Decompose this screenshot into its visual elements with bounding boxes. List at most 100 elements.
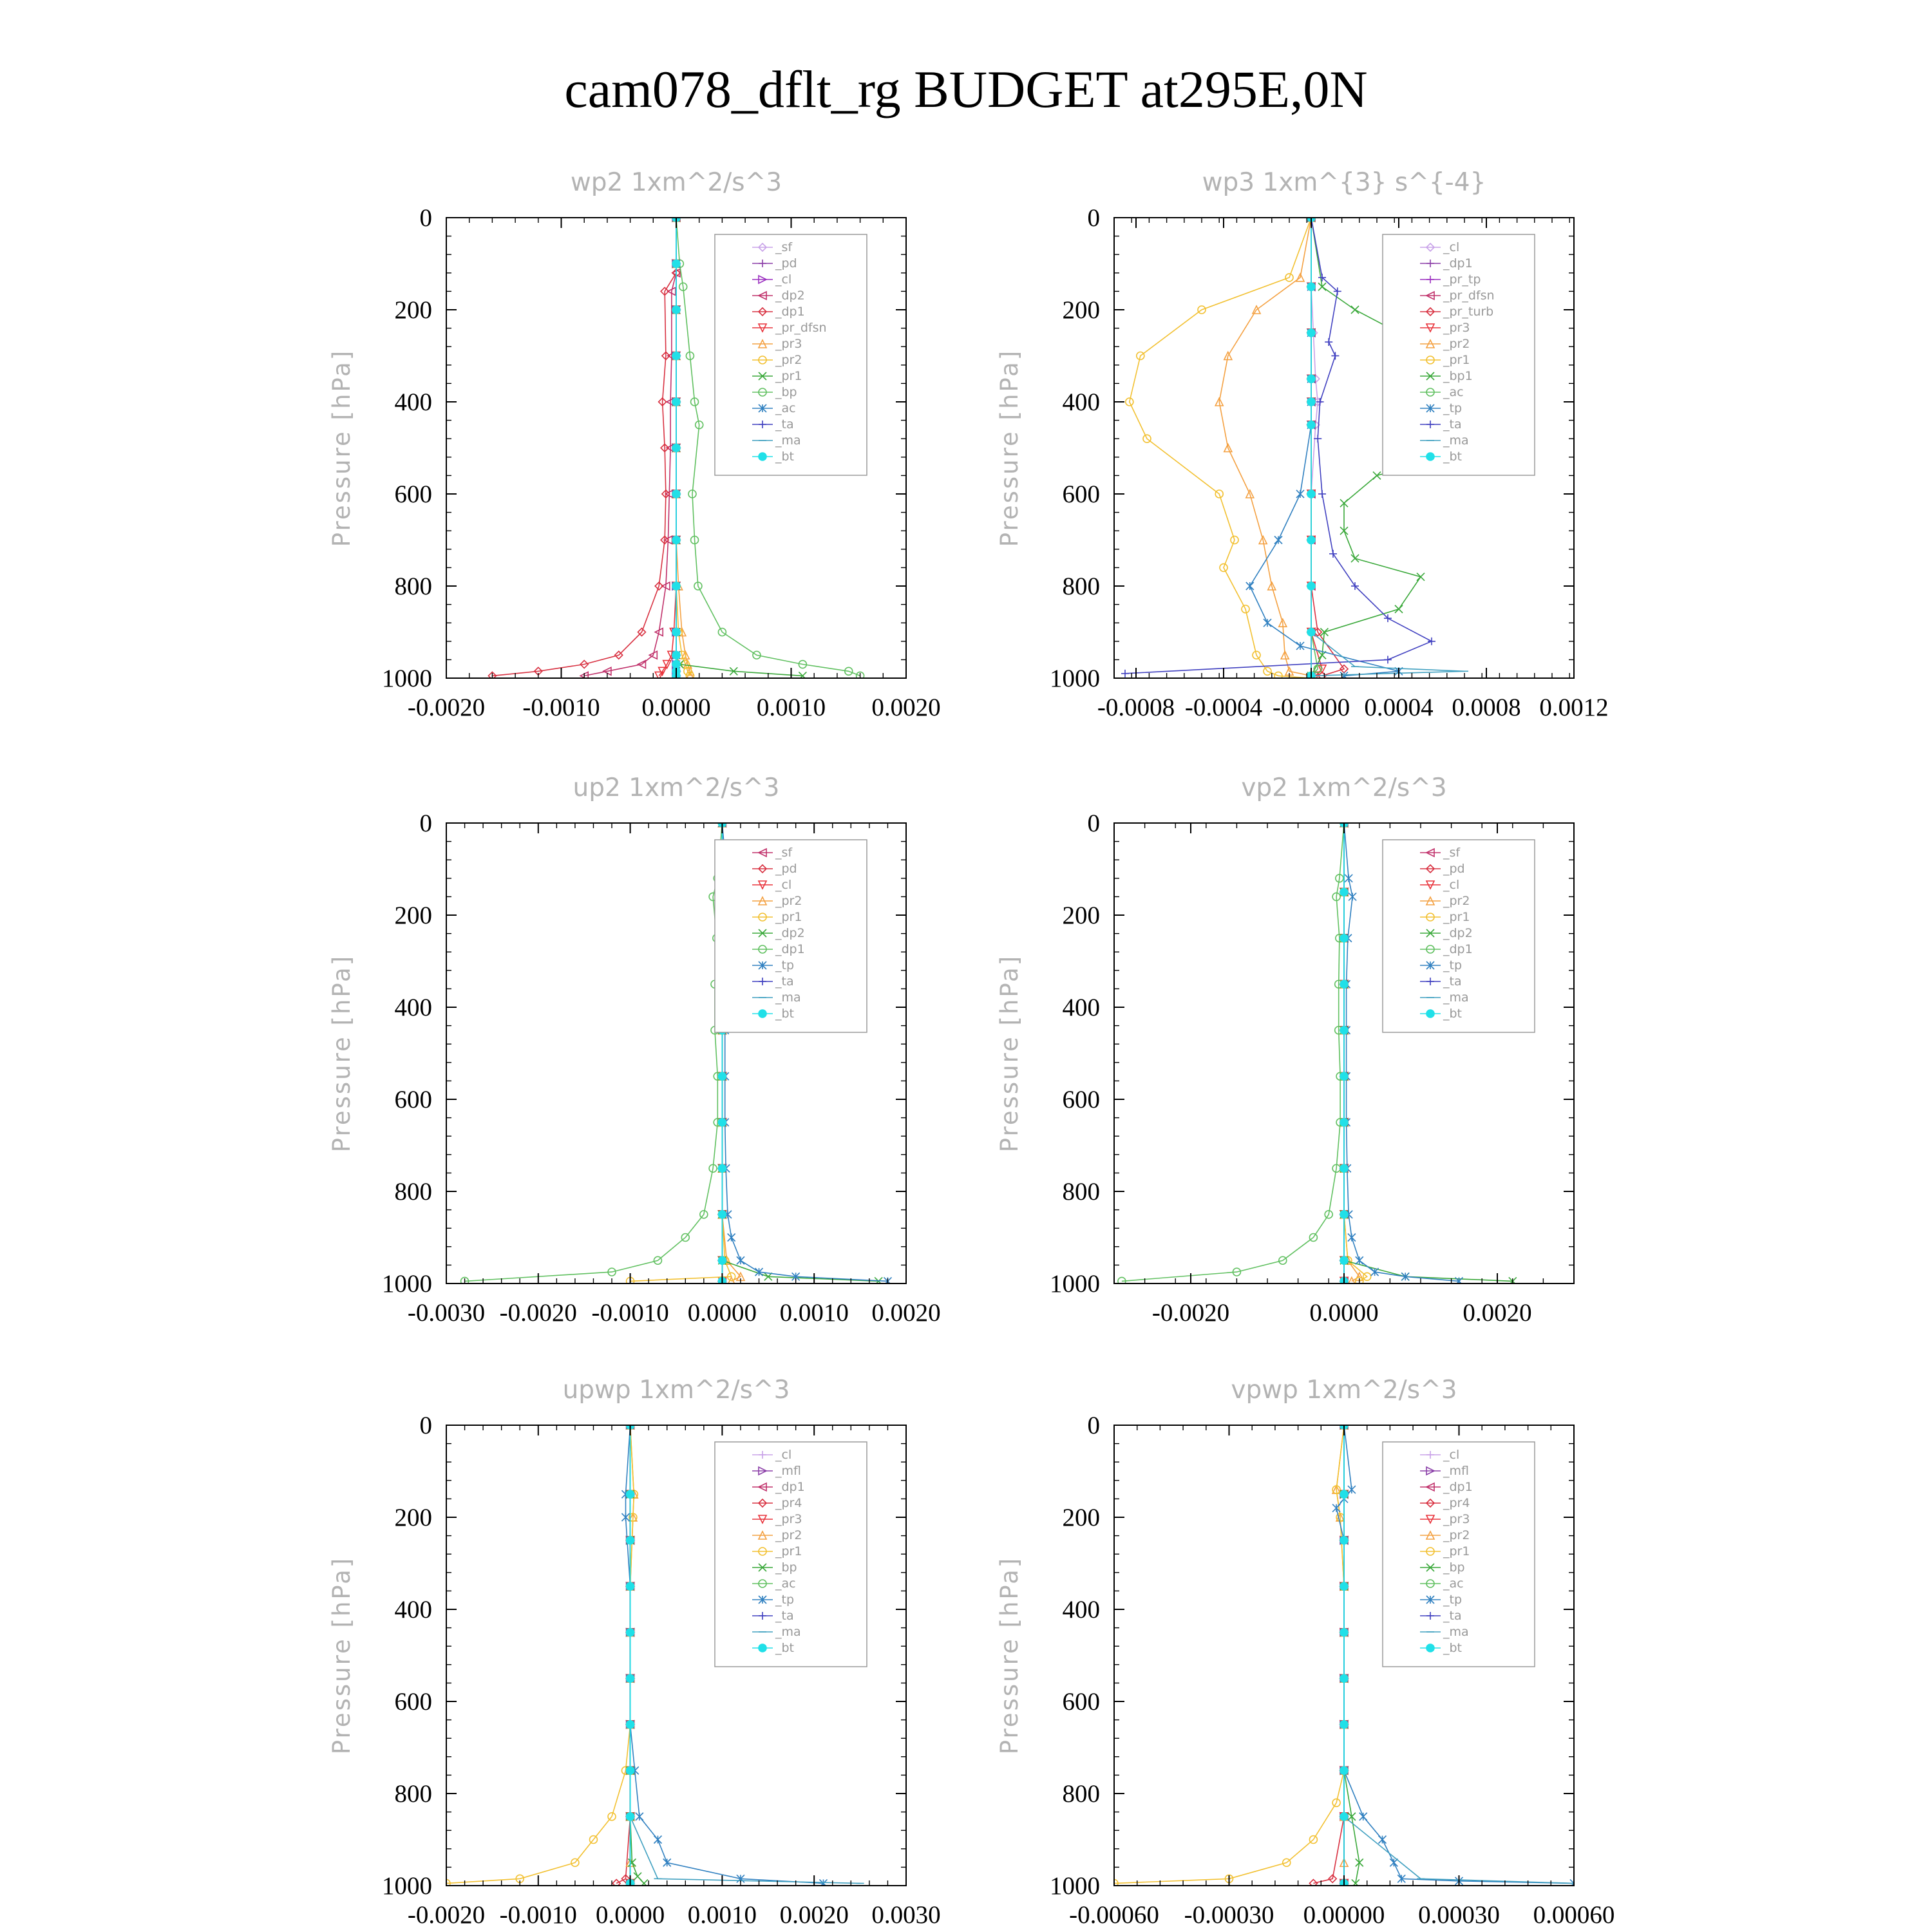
data-point-dp2 [648,650,658,660]
legend: _cl _dp1 _pr_tp _pr_dfsn _pr_turb _pr3 _pr2 _pr… [1382,234,1535,476]
legend-label: _pr_turb [1443,305,1493,319]
data-point-tp [1348,892,1357,901]
x-tick-label: -0.0030 [408,1299,485,1327]
y-axis-label: Pressure [hPa] [996,954,1023,1152]
x-tick-label: 0.0000 [641,694,710,721]
legend: _cl _mfl _dp1 _pr4 _pr3 _pr2 _pr1 _bp _ac _tp _ta _… [1382,1441,1535,1667]
y-axis-label: Pressure [hPa] [996,1557,1023,1754]
legend-label: _pr1 [1443,910,1470,924]
legend-label: _ma [1443,1625,1469,1639]
legend: _sf _pd _cl _dp2 _dp1 _pr_dfsn _pr3 _pr2 _pr1 _bp… [714,234,867,476]
data-point-pr1 [729,667,738,676]
legend-marker [1426,372,1435,381]
y-tick-label: 0 [420,1412,433,1439]
data-point-ta [1384,614,1392,623]
data-point-dp1 [708,1164,717,1173]
data-point-bp1 [1350,554,1359,563]
legend-label: _pr2 [1443,894,1470,908]
x-tick-label: 0.0020 [871,1299,940,1327]
legend-marker [758,929,767,938]
legend-label: _dp1 [775,305,805,319]
y-tick-label: 1000 [1050,1270,1100,1298]
legend-label: _bt [775,450,794,464]
data-point-pr1 [571,1858,580,1868]
legend-label: _cl [1443,240,1459,254]
data-point-pr3 [680,650,690,660]
legend-marker [758,1547,767,1556]
data-point-bp [690,535,699,545]
legend-marker [1426,404,1435,413]
legend-label: _pd [775,256,797,270]
data-point-bp [798,659,808,669]
data-point-tp [1454,1276,1464,1283]
data-point-pr1 [1309,1835,1318,1844]
data-point-ta [1351,582,1359,590]
data-point-pr3 [1317,664,1327,674]
legend-label: _pr1 [775,1544,802,1558]
legend-label: _ma [775,990,801,1005]
data-point-bt [672,397,681,406]
data-point-bt [672,535,681,545]
legend-label: _sf [775,846,793,860]
plot-area [1117,823,1517,1283]
legend-marker [1426,1612,1434,1620]
legend-label: _ac [1443,1577,1464,1591]
legend-marker [1426,355,1435,365]
data-point-bp [639,1879,649,1886]
data-point-pr1 [798,671,807,678]
legend-label: _dp2 [775,926,805,940]
x-tick-label: -0.00030 [1184,1901,1274,1929]
data-point-pr1 [589,1835,598,1844]
data-point-pr1 [1241,604,1250,614]
legend-label: _dp1 [1443,1480,1473,1494]
data-point-bt [625,1582,635,1591]
data-point-tp [1274,535,1283,545]
legend-label: _cl [775,1448,791,1462]
legend-marker [1425,848,1435,858]
legend-label: _pr4 [775,1496,802,1510]
data-point-bt [1307,420,1316,430]
legend-marker [1426,913,1435,922]
panel-5: upwp 1xm^2/s^3 Pressure [hPa] -0.0020 -0.00… [328,1376,941,1929]
legend-marker [1426,1643,1435,1653]
legend-marker [757,896,768,905]
y-tick-label: 600 [395,1086,433,1113]
legend-label: _ac [775,1577,796,1591]
data-point-pr1 [1136,351,1145,361]
legend-box [714,839,867,1033]
data-point-bt [672,351,681,361]
data-point-bt [1340,1025,1349,1035]
data-point-pr1 [1282,1858,1291,1868]
data-point-bp [855,671,865,678]
data-point-ta [1333,287,1341,296]
x-tick-label: 0.0000 [596,1901,665,1929]
plot-frame [446,1425,907,1886]
data-point-dp1 [654,581,664,591]
data-point-bp [1355,1858,1364,1867]
legend-label: _mfl [775,1464,801,1478]
legend-label: _ta [1443,1609,1462,1623]
panel-title: up2 1xm^2/s^3 [573,773,779,802]
legend-box [1382,839,1535,1033]
legend-marker [1426,978,1434,985]
panel-title: wp2 1xm^2/s^3 [571,168,782,197]
x-tick-label: 0.0030 [871,1901,940,1929]
legend-label: _ac [775,401,796,415]
data-point-dp1 [661,351,671,361]
legend-label: _dp1 [775,942,805,956]
data-point-bp1 [1340,526,1349,535]
data-point-tp [1359,1812,1368,1821]
data-point-bp1 [1318,282,1327,291]
legend-marker [759,260,766,267]
y-tick-label: 200 [395,902,433,929]
data-point-tp [1347,1485,1356,1494]
legend-label: _cl [775,878,791,892]
plot-area [446,1425,864,1886]
plot-area [488,218,865,678]
data-point-bt [1340,887,1349,897]
data-point-pr1 [726,1272,736,1282]
data-point-bt [625,1766,635,1776]
data-point-bt [1340,1812,1349,1821]
legend-box [1382,1441,1535,1667]
